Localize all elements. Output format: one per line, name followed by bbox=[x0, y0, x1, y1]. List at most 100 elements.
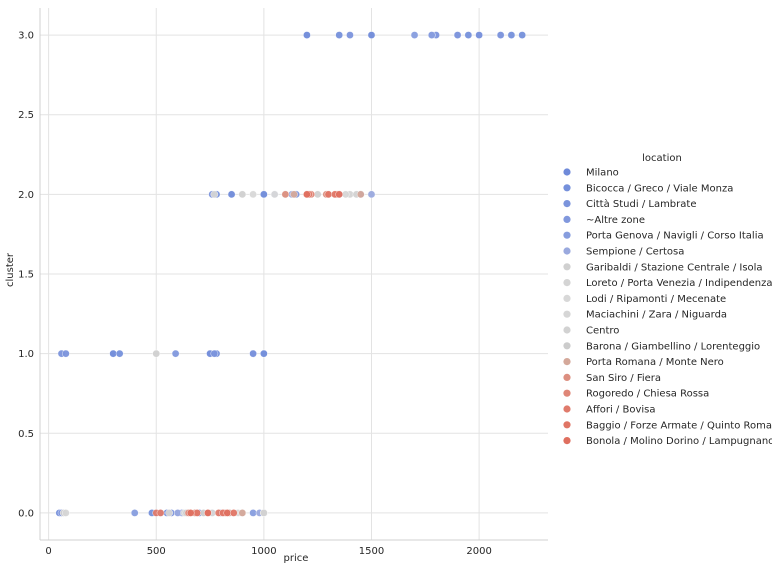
tick-labels: 0 500 1000 1500 2000 0.0 0.5 1.0 1.5 2.0 2.5 3.0 bbox=[18, 31, 492, 557]
x-tick-label: 1500 bbox=[359, 546, 384, 557]
legend-entry: Bicocca / Greco / Viale Monza bbox=[586, 183, 733, 194]
y-tick-label: 3.0 bbox=[18, 31, 34, 42]
legend-entry: Baggio / Forze Armate / Quinto Romano bbox=[586, 420, 772, 431]
legend-marker bbox=[563, 358, 571, 366]
data-point bbox=[229, 509, 238, 517]
data-point bbox=[464, 31, 473, 39]
legend-marker bbox=[563, 279, 571, 287]
x-tick-label: 2000 bbox=[466, 546, 491, 557]
legend: location Milano Bicocca / Greco / Viale M… bbox=[563, 153, 772, 447]
data-point bbox=[260, 509, 268, 517]
legend-entry: Città Studi / Lambrate bbox=[586, 198, 696, 210]
data-point bbox=[518, 31, 526, 39]
data-point bbox=[335, 190, 344, 199]
grid-lines bbox=[39, 8, 548, 541]
data-point bbox=[210, 190, 219, 199]
y-axis-label: cluster bbox=[5, 252, 16, 287]
data-point bbox=[427, 31, 436, 39]
data-point bbox=[186, 509, 195, 517]
legend-marker bbox=[563, 421, 571, 429]
legend-entry: San Siro / Fiera bbox=[586, 373, 661, 384]
legend-entry: Affori / Bovisa bbox=[586, 405, 655, 416]
x-tick-label: 500 bbox=[147, 546, 166, 557]
data-point bbox=[249, 349, 257, 358]
y-tick-label: 2.0 bbox=[18, 190, 34, 201]
data-point bbox=[238, 190, 247, 199]
legend-marker bbox=[563, 342, 571, 350]
data-point bbox=[115, 349, 124, 358]
legend-marker bbox=[563, 231, 571, 239]
legend-entry: Sempione / Certosa bbox=[586, 247, 684, 258]
data-point bbox=[341, 190, 350, 199]
data-point bbox=[346, 31, 354, 39]
legend-entry: Barona / Giambellino / Lorenteggio bbox=[586, 341, 760, 352]
data-point bbox=[156, 509, 165, 517]
y-tick-label: 1.5 bbox=[18, 270, 34, 281]
data-point bbox=[173, 509, 182, 517]
legend-entry: Maciachini / Zara / Niguarda bbox=[586, 310, 727, 321]
data-point bbox=[62, 349, 70, 358]
data-point bbox=[152, 349, 161, 358]
data-point bbox=[270, 190, 279, 199]
data-point bbox=[453, 31, 462, 39]
data-point bbox=[223, 509, 232, 517]
data-point bbox=[475, 31, 483, 39]
legend-marker bbox=[563, 184, 571, 192]
legend-entry: Centro bbox=[586, 326, 619, 337]
data-point bbox=[165, 509, 173, 517]
data-point bbox=[507, 31, 516, 39]
data-point bbox=[281, 190, 290, 199]
legend-marker bbox=[563, 294, 571, 302]
legend-entry: ~Altre zone bbox=[586, 215, 645, 226]
data-point bbox=[227, 190, 236, 199]
x-tick-label: 1000 bbox=[251, 546, 276, 557]
y-tick-label: 2.5 bbox=[18, 110, 34, 121]
data-point bbox=[210, 349, 219, 358]
data-point bbox=[171, 349, 180, 358]
data-points bbox=[55, 31, 526, 517]
data-point bbox=[62, 509, 70, 517]
legend-marker bbox=[563, 200, 571, 208]
legend-marker bbox=[563, 215, 571, 223]
data-point bbox=[410, 31, 419, 39]
legend-marker bbox=[563, 247, 571, 255]
data-point bbox=[260, 349, 268, 358]
legend-entry: Rogoredo / Chiesa Rossa bbox=[586, 389, 709, 400]
data-point bbox=[130, 509, 139, 517]
legend-entry: Loreto / Porta Venezia / Indipendenza bbox=[586, 278, 772, 289]
legend-entry: Bonola / Molino Dorino / Lampugnano bbox=[586, 436, 772, 447]
y-tick-label: 1.0 bbox=[18, 349, 34, 360]
legend-marker bbox=[563, 310, 571, 318]
data-point bbox=[260, 190, 268, 199]
legend-title: location bbox=[642, 153, 682, 164]
data-point bbox=[193, 509, 201, 517]
data-point bbox=[204, 509, 212, 517]
legend-marker bbox=[563, 168, 571, 176]
legend-marker bbox=[563, 437, 571, 445]
legend-marker bbox=[563, 263, 571, 271]
data-point bbox=[313, 190, 322, 199]
legend-entry: Garibaldi / Stazione Centrale / Isola bbox=[586, 262, 763, 273]
x-tick-label: 0 bbox=[45, 546, 51, 557]
data-point bbox=[303, 190, 311, 199]
legend-marker bbox=[563, 373, 571, 381]
data-point bbox=[249, 509, 257, 517]
data-point bbox=[303, 31, 311, 39]
data-point bbox=[496, 31, 505, 39]
data-point bbox=[356, 190, 365, 199]
x-axis-label: price bbox=[284, 553, 309, 564]
data-point bbox=[335, 31, 344, 39]
data-point bbox=[109, 349, 117, 358]
y-tick-label: 0.0 bbox=[18, 508, 34, 519]
legend-marker bbox=[563, 389, 571, 397]
legend-entry: Porta Genova / Navigli / Corso Italia bbox=[586, 231, 764, 242]
data-point bbox=[290, 190, 298, 199]
legend-entry: Porta Romana / Monte Nero bbox=[586, 357, 724, 368]
data-point bbox=[249, 190, 257, 199]
data-point bbox=[367, 31, 376, 39]
legend-marker bbox=[563, 326, 571, 334]
data-point bbox=[367, 190, 376, 199]
data-point bbox=[324, 190, 333, 199]
data-point bbox=[238, 509, 247, 517]
